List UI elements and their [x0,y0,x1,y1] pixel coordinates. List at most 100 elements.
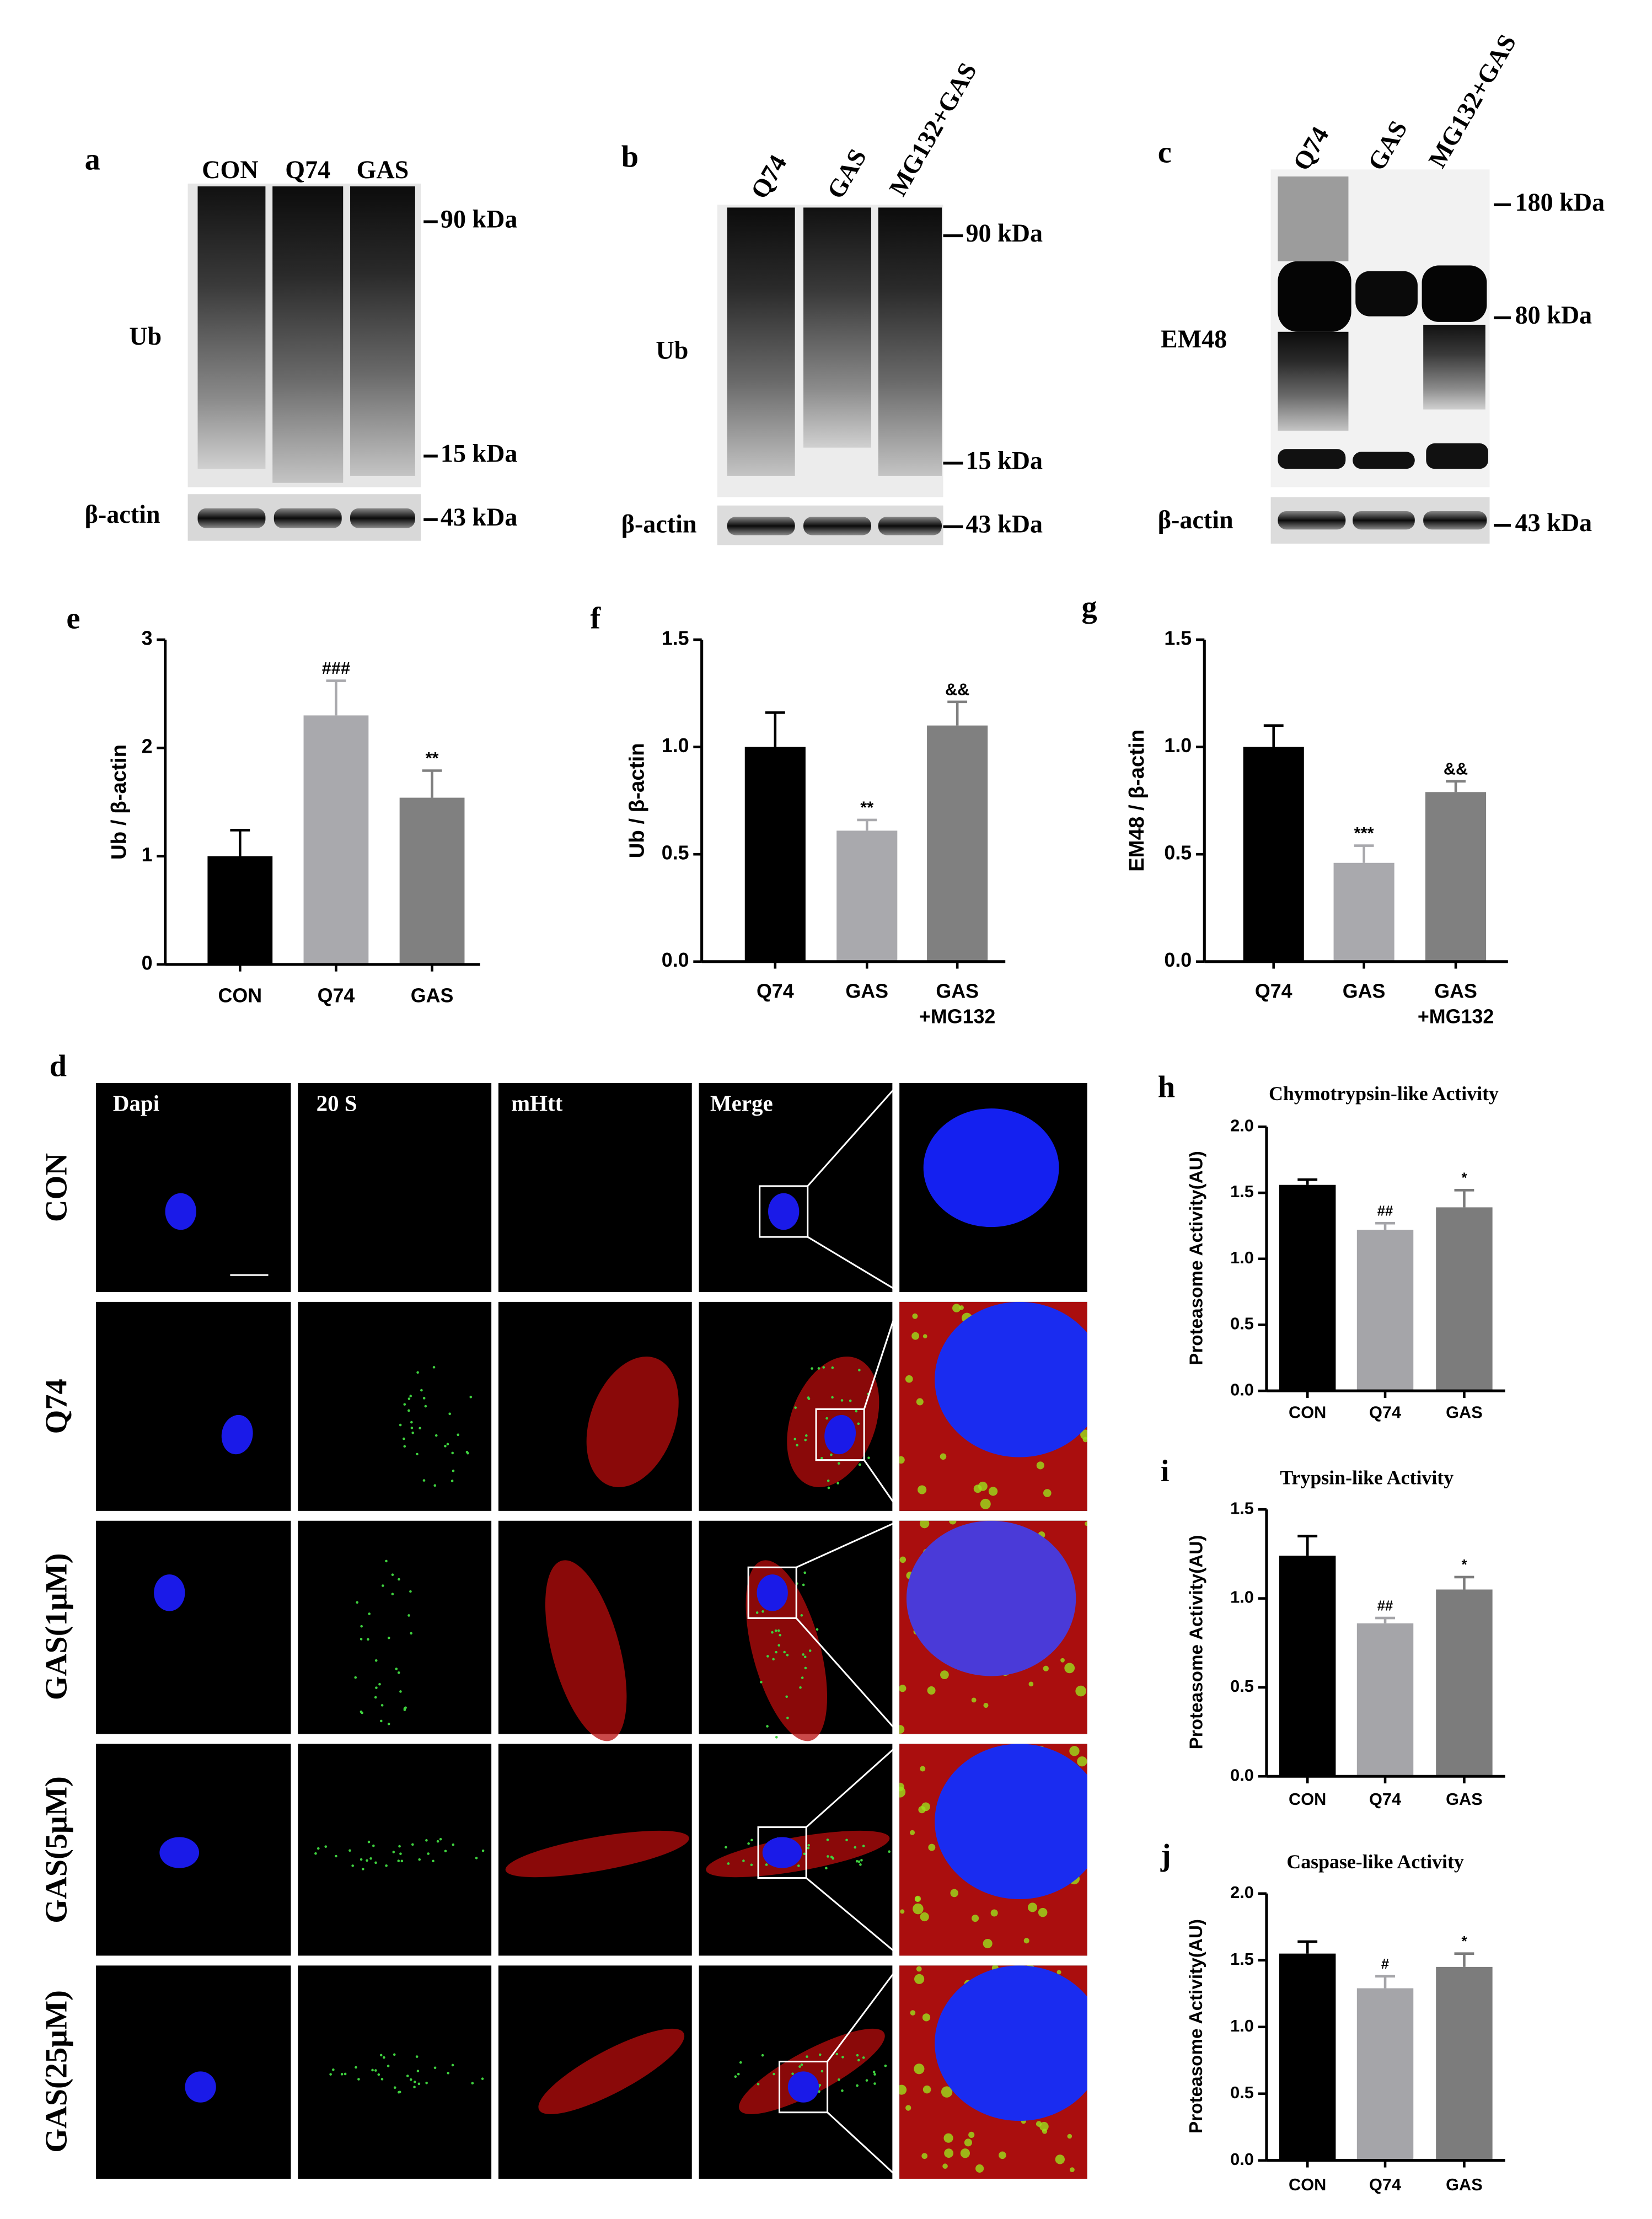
puncta [413,2081,416,2083]
zoom-line [806,1743,900,1828]
puncta [825,1867,828,1870]
puncta [818,2053,822,2056]
zoom-puncta [922,2013,931,2022]
significance-label: ** [426,748,439,768]
zoom-puncta [913,1903,924,1915]
marker-label: 180 kDa [1515,188,1605,216]
significance-label: ** [860,798,873,817]
puncta [796,1444,798,1447]
zoom-puncta [942,2163,948,2169]
panel-letter: h [1158,1070,1175,1105]
blot-smear [1278,331,1349,431]
x-tick-label: GAS [1446,2175,1483,2194]
bar [399,797,465,964]
puncta [742,1859,745,1862]
y-tick-label: 1.5 [1230,1949,1254,1969]
zoom-puncta [1043,1489,1052,1497]
marker-label: 15 kDa [966,446,1043,474]
puncta [771,1631,774,1634]
micrograph [298,1965,492,2179]
puncta [773,2072,775,2076]
blot-target: Ub [656,336,688,365]
puncta [395,1668,398,1670]
puncta [841,2056,844,2059]
zoom-puncta [899,2084,907,2095]
puncta [398,2091,400,2094]
micrograph [298,1301,492,1511]
blot-band [1353,452,1415,469]
zoom-puncta [1036,2121,1042,2127]
y-tick-label: 1.5 [1230,1498,1254,1518]
bar [836,830,898,962]
zoom-puncta [1056,1970,1061,1975]
y-tick-label: 0.5 [1230,1314,1254,1333]
puncta [807,1396,810,1399]
puncta [422,1479,426,1482]
puncta [407,1397,411,1400]
puncta [811,1367,813,1370]
puncta [422,1397,426,1400]
y-tick-label: 0.0 [1164,949,1192,971]
puncta [820,2070,824,2073]
puncta [775,1736,778,1739]
y-tick-label: 0.5 [1164,842,1192,864]
puncta [369,1857,372,1860]
puncta [392,1851,395,1853]
nucleus [768,1193,800,1230]
panel-letter: b [621,140,639,174]
micrograph [699,1082,893,1292]
x-tick-label: CON [1289,2175,1326,2194]
puncta [836,1482,839,1484]
puncta [774,1629,777,1632]
y-tick-label: 0.0 [1230,2150,1254,2169]
zoom-puncta [922,2085,931,2094]
puncta [747,1842,750,1845]
puncta [351,1864,354,1867]
significance-label: * [1461,1934,1467,1949]
puncta [737,2072,740,2076]
puncta [380,1719,383,1723]
puncta [399,1852,402,1855]
puncta [755,1611,759,1614]
puncta [368,1612,371,1615]
y-tick-label: 0.0 [1230,1380,1254,1399]
puncta [374,1659,378,1662]
zoom-view [899,1520,1087,1734]
puncta [862,2056,865,2059]
zoom-puncta [921,2153,928,2159]
blot-c: c Q74 GAS MG132+GAS EM48 180 kDa 80 kDa … [1158,30,1605,544]
cell-body [538,2028,685,2114]
zoom-line [806,1877,900,1957]
zoom-view [923,1108,1059,1228]
marker-label: 90 kDa [966,219,1043,247]
y-axis-label: Proteasome Activity(AU) [1186,1151,1206,1365]
marker-label: 43 kDa [441,503,518,531]
zoom-view [899,1744,1087,1956]
puncta [793,1438,797,1440]
zoom-box [747,1566,797,1619]
x-tick-label: GAS [1343,980,1386,1003]
puncta [367,1840,371,1843]
y-tick-label: 1 [142,844,153,866]
puncta [475,1857,478,1859]
puncta [409,1590,412,1593]
puncta [783,1650,786,1654]
zoom-puncta [916,1398,924,1406]
zoom-nucleus [906,1520,1076,1676]
zoom-puncta [940,1670,949,1680]
micrograph [96,1520,291,1734]
puncta [867,1456,870,1460]
zoom-puncta [1064,1663,1075,1674]
zoom-puncta [990,1909,998,1917]
puncta [849,1399,852,1402]
puncta [471,2082,474,2085]
puncta [761,1610,764,1613]
puncta [805,1434,808,1437]
x-tick-label: GAS [1446,1402,1483,1422]
puncta [407,1409,410,1412]
puncta [469,1396,473,1398]
zoom-puncta [1085,1521,1087,1526]
x-tick-label: Q74 [318,984,355,1006]
column-label: mHtt [511,1090,563,1116]
lane-label: CON [202,156,258,184]
